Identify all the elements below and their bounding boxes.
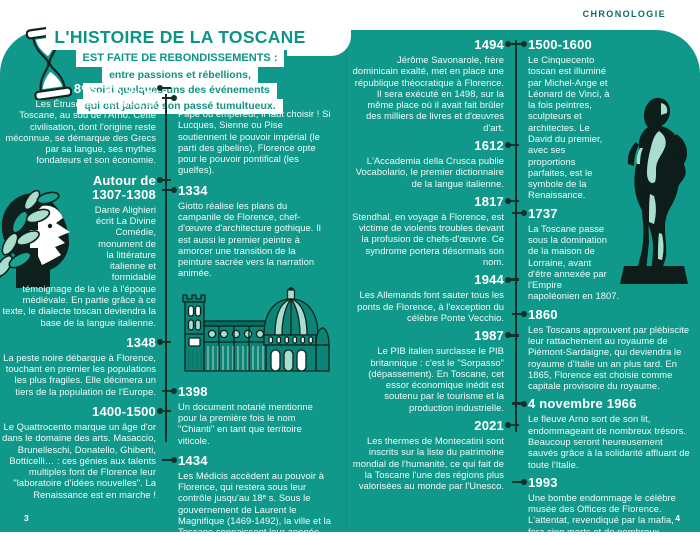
title-subtitle-bold: EST FAITE DE REBONDISSEMENTS : (75, 50, 285, 68)
entry-text: La Toscane passe sous la domination de l… (528, 222, 620, 302)
entry-1987: 1987 Le PIB italien surclasse le PIB bri… (352, 328, 519, 413)
entry-1612: 1612 L'Accademia della Crusca publie Voc… (352, 138, 519, 189)
title-main: L'HISTOIRE DE LA TOSCANE (46, 24, 314, 51)
entry-text: Le Cinquecento toscan est illuminé par M… (528, 54, 610, 201)
timeline-connector (505, 332, 519, 340)
title-subtitle-line: entre passions et rébellions, (102, 67, 258, 83)
timeline-connector (505, 141, 519, 150)
entry-text: L'Accademia della Crusca publie Vocabola… (355, 155, 504, 189)
dante-laurel-head-illustration (0, 189, 86, 288)
entry-text: Giotto réalise les plans du campanile de… (178, 199, 321, 279)
entry-date: 1737 (528, 205, 558, 221)
entry-date: 1348 (126, 334, 156, 350)
entry-1944: 1944 Les Allemands font sauter tous les … (352, 272, 519, 323)
entry-text: Le PIB italien surclasse le PIB britanni… (368, 345, 504, 413)
entry-text: Les Étrusques s'installent en Toscane, a… (5, 98, 156, 166)
entry-1494: 1494 Jérôme Savonarole, frère dominicain… (352, 37, 519, 133)
timeline-axis-left-page (165, 94, 167, 442)
timeline-connector (512, 40, 527, 49)
entry-text: Les Médicis accèdent au pouvoir à Floren… (178, 469, 332, 536)
entry-text: Jérôme Savonarole, frère dominicain exal… (352, 54, 504, 133)
timeline-axis-right-page (515, 40, 517, 432)
entry-date: 1944 (474, 272, 504, 288)
timeline-connector (505, 197, 519, 205)
entry-1993: 1993 Une bombe endommage le célèbre musé… (512, 474, 690, 536)
entry-1334: 1334 Giotto réalise les plans du campani… (162, 182, 332, 279)
entry-date: 8ᵉ s. av. J.-C. (73, 81, 156, 96)
entry-text: Le fleuve Arno sort de son lit, endommag… (528, 413, 690, 470)
entry-date: 2021 (474, 417, 504, 433)
entry-1307-1308: Autour de 1307-1308 (0, 172, 171, 328)
title-subtitle-line: qui ont jalonné son passé tumultueux. (77, 98, 283, 115)
entry-date: 4 novembre 1966 (528, 396, 637, 412)
timeline-column-right-outer: 1500-1600 (512, 37, 690, 536)
entry-1737: 1737 La Toscane passe sous la domination… (512, 205, 690, 302)
entry-date: 1400-1500 (92, 404, 156, 420)
entry-date: 1987 (474, 328, 504, 344)
entry-date: 1494 (474, 37, 504, 52)
timeline-connector (157, 84, 171, 93)
entry-text: Une bombe endommage le célèbre musée des… (528, 491, 676, 536)
timeline-connector (162, 94, 177, 103)
entry-1434: 1434 Les Médicis accèdent au pouvoir à F… (162, 452, 332, 536)
entry-1400-1500: 1400-1500 Le Quattrocento marque un âge … (0, 404, 171, 500)
timeline-column-left-inner: 1260 Pape ou empereur, il faut choisir !… (162, 91, 332, 536)
entry-date: 1434 (178, 452, 208, 468)
chronology-panel: L'HISTOIRE DE LA TOSCANE EST FAITE DE RE… (0, 24, 700, 536)
entry-date: 1398 (178, 383, 208, 399)
entry-text: Les Toscans approuvent par plébiscite le… (528, 323, 690, 392)
entry-text: Les thermes de Montecatini sont inscrits… (352, 434, 504, 492)
entry-date: 1334 (178, 182, 208, 198)
entry-1500-1600: 1500-1600 (512, 37, 690, 285)
timeline-connector (512, 478, 527, 486)
entry-text: La peste noire débarque à Florence, touc… (3, 351, 156, 397)
entry-date: 1500-1600 (528, 37, 592, 52)
entry-text: Pape ou empereur, il faut choisir ! Si L… (178, 108, 331, 176)
entry-8e-s-av-jc: 8ᵉ s. av. J.-C. Les Étrusques s'installe… (0, 81, 171, 166)
entry-1860: 1860 Les Toscans approuvent par plébisci… (512, 306, 690, 392)
entry-date: 1993 (528, 474, 558, 490)
page-number-right: 4 (675, 513, 680, 523)
timeline-column-left-outer: 8ᵉ s. av. J.-C. Les Étrusques s'installe… (0, 81, 171, 508)
timeline-connector (157, 338, 171, 346)
page-number-left: 3 (24, 513, 29, 523)
entry-text: Les Allemands font sauter tous les ponts… (357, 289, 504, 323)
timeline-connector (162, 387, 177, 395)
timeline-connector (505, 276, 519, 284)
entry-text: Dante Alighieri écrit La Divine Comédie,… (2, 203, 156, 328)
entry-1348: 1348 La peste noire débarque à Florence,… (0, 334, 171, 397)
entry-date: 1260 (178, 91, 208, 106)
entry-text: Le Quattrocento marque un âge d'or dans … (2, 421, 156, 500)
title-subtitle-line: voici quelques-uns des événements (83, 82, 277, 99)
timeline-connector (512, 400, 527, 408)
entry-date: 1817 (474, 193, 504, 209)
entry-date: Autour de 1307-1308 (92, 172, 156, 202)
entry-1817: 1817 Stendhal, en voyage à Florence, est… (352, 193, 519, 268)
center-fold (346, 30, 347, 532)
timeline-connector (162, 186, 177, 194)
entry-1260: 1260 Pape ou empereur, il faut choisir !… (162, 91, 332, 176)
timeline-column-right-inner: 1494 Jérôme Savonarole, frère dominicain… (352, 37, 519, 497)
entry-date: 1612 (474, 138, 504, 153)
section-kicker: CHRONOLOGIE (582, 9, 666, 19)
timeline-connector (512, 310, 527, 318)
page-title: L'HISTOIRE DE LA TOSCANE EST FAITE DE RE… (44, 24, 316, 115)
entry-4-novembre-1966: 4 novembre 1966 Le fleuve Arno sort de s… (512, 396, 690, 470)
timeline-connector (505, 421, 519, 429)
entry-text: Stendhal, en voyage à Florence, est vict… (352, 210, 504, 268)
david-statue-illustration (620, 96, 694, 285)
entry-2021: 2021 Les thermes de Montecatini sont ins… (352, 417, 519, 492)
entry-1398: 1398 Un document notarié mentionne pour … (162, 383, 332, 446)
florence-duomo-illustration (178, 286, 332, 379)
timeline-connector (162, 456, 177, 464)
entry-text: Un document notarié mentionne pour la pr… (178, 400, 313, 446)
timeline-connector (157, 407, 171, 416)
timeline-connector (512, 209, 527, 217)
entry-date: 1860 (528, 306, 558, 322)
timeline-connector (157, 176, 171, 184)
